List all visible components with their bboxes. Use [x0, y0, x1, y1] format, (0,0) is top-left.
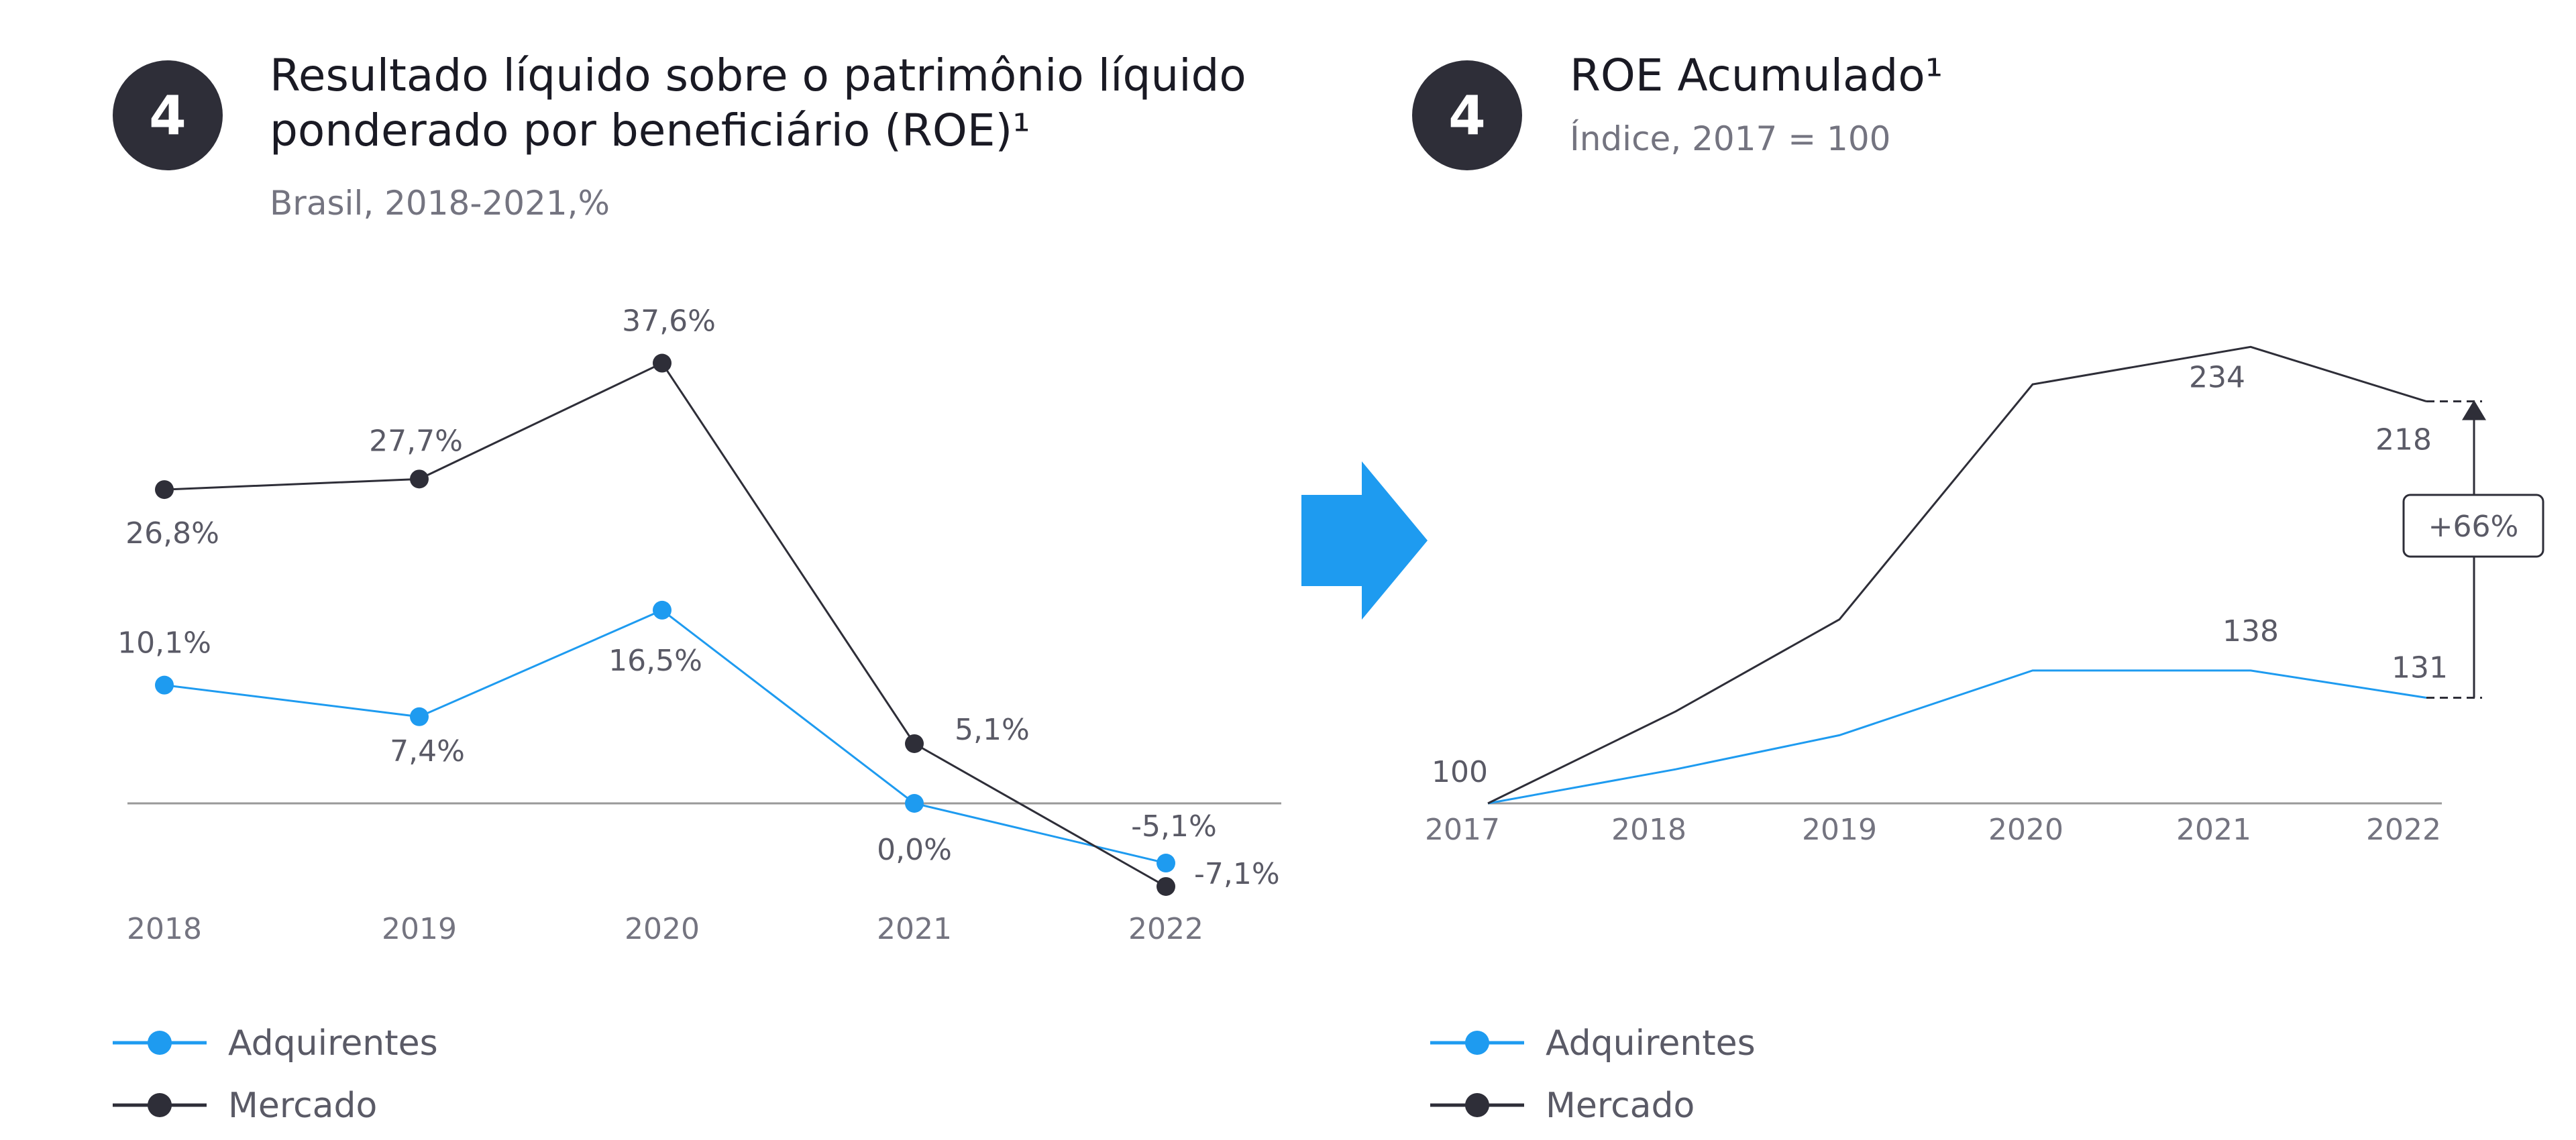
- data-point: [410, 707, 429, 726]
- x-tick-label: 2020: [625, 912, 700, 946]
- panel-2-title: ROE Acumulado¹: [1570, 48, 1943, 103]
- x-tick-label: 2022: [2366, 813, 2441, 847]
- data-point: [653, 600, 672, 620]
- data-label: 138: [2222, 614, 2279, 648]
- legend-label: Adquirentes: [1546, 1023, 1756, 1064]
- data-label: 0,0%: [877, 833, 952, 867]
- data-label: 100: [1432, 755, 1488, 789]
- data-label: 10,1%: [117, 626, 211, 661]
- panel-2-subtitle: Índice, 2017 = 100: [1570, 119, 1891, 158]
- data-label: 26,8%: [125, 516, 219, 551]
- legend-marker: [1465, 1093, 1489, 1117]
- panel-2-badge: 4: [1412, 60, 1522, 170]
- data-label: 5,1%: [955, 713, 1030, 747]
- data-point: [1157, 854, 1175, 873]
- panel-1-title-line-1: Resultado líquido sobre o patrimônio líq…: [270, 50, 1246, 101]
- difference-badge: [2402, 494, 2544, 558]
- x-tick-label: 2018: [127, 912, 202, 946]
- chart-roe-acumulado: 2017 2018 2019 2020 2021 2022 138 131 100 234 218 +…: [1425, 345, 2544, 1126]
- legend-label: Mercado: [1546, 1086, 1695, 1126]
- legend-marker: [148, 1093, 172, 1117]
- data-point: [905, 734, 924, 753]
- data-label: 37,6%: [622, 304, 716, 339]
- data-point: [653, 353, 672, 373]
- x-tick-label: 2021: [2176, 813, 2251, 847]
- data-point: [410, 469, 429, 489]
- panel-1-title: Resultado líquido sobre o patrimônio líq…: [270, 48, 1246, 158]
- legend-label: Mercado: [228, 1086, 377, 1126]
- series-line-1: [1487, 345, 2427, 805]
- arrow-up-icon: [2462, 400, 2486, 420]
- data-point: [1157, 876, 1175, 896]
- data-label: -7,1%: [1194, 857, 1280, 891]
- series-line-0: [1487, 669, 2427, 805]
- data-point: [905, 794, 924, 813]
- data-label: 7,4%: [390, 734, 465, 768]
- x-tick-label: 2020: [1988, 813, 2063, 847]
- data-label: 27,7%: [369, 424, 463, 458]
- data-point: [155, 675, 174, 695]
- legend-label: Adquirentes: [228, 1023, 438, 1064]
- x-tick-label: 2017: [1425, 813, 1500, 847]
- x-tick-label: 2021: [877, 912, 952, 946]
- data-label: 218: [2375, 423, 2432, 457]
- data-label: 234: [2189, 360, 2245, 394]
- panel-1-title-line-2: ponderado por beneficiário (ROE)¹: [270, 105, 1030, 156]
- panel-1-subtitle: Brasil, 2018-2021,%: [270, 184, 610, 223]
- legend-marker: [1465, 1031, 1489, 1055]
- series-line-1: [164, 361, 1167, 888]
- data-label: 16,5%: [608, 644, 702, 678]
- data-label: -5,1%: [1131, 809, 1217, 844]
- x-tick-label: 2019: [1802, 813, 1877, 847]
- x-tick-label: 2018: [1611, 813, 1686, 847]
- legend-marker: [148, 1031, 172, 1055]
- data-point: [155, 480, 174, 500]
- panel-2-title-line-1: ROE Acumulado¹: [1570, 50, 1943, 101]
- panel-1-badge: 4: [113, 60, 223, 170]
- right-arrow-icon: [1301, 461, 1428, 620]
- x-tick-label: 2019: [382, 912, 457, 946]
- x-tick-label: 2022: [1128, 912, 1203, 946]
- chart-roe: 2018 2019 2020 2021 2022 10,1% 7,4% 16,5% 0,0% -5…: [113, 304, 1281, 1126]
- data-label: 131: [2392, 651, 2448, 685]
- difference-label: +66%: [2428, 510, 2519, 544]
